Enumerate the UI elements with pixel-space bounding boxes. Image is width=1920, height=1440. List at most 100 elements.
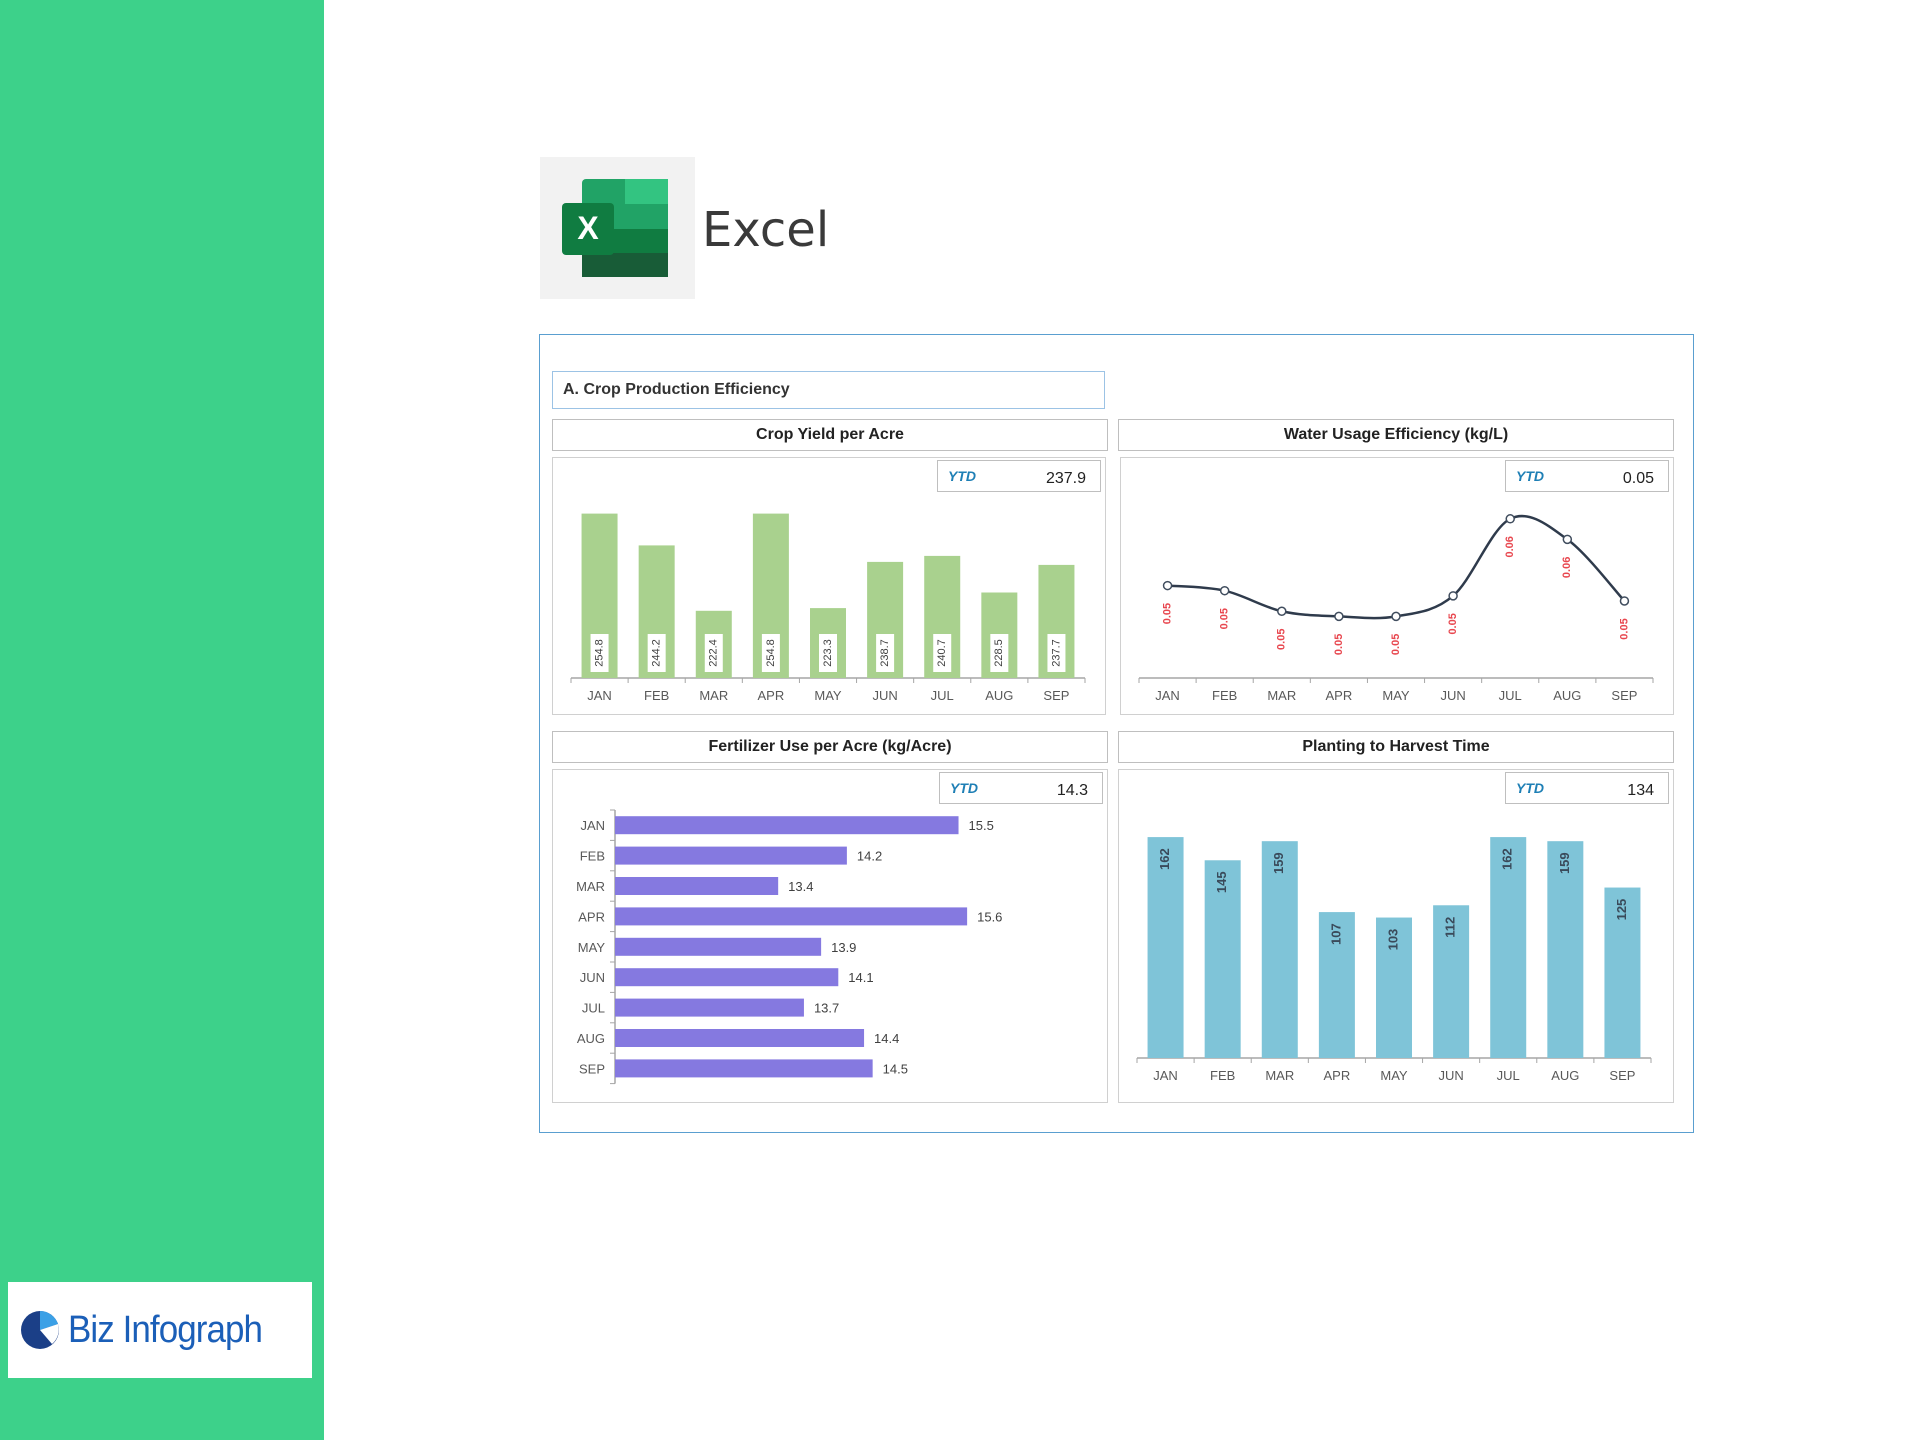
x-tick-label: JUL	[1499, 688, 1522, 703]
y-tick-label: JUN	[580, 970, 605, 985]
harvest-time-chart-title: Planting to Harvest Time	[1118, 731, 1674, 763]
series-line	[1167, 514, 1626, 620]
bar-jun	[615, 968, 839, 987]
data-label: 162	[1500, 848, 1515, 870]
x-tick-label: MAR	[1265, 1068, 1294, 1083]
data-point	[1448, 591, 1458, 601]
x-tick-label: APR	[1324, 1068, 1351, 1083]
x-tick-label: AUG	[1551, 1068, 1579, 1083]
bar-apr	[1318, 912, 1355, 1058]
bar-mar	[1261, 841, 1298, 1058]
y-tick-label: JUL	[582, 1001, 605, 1016]
x-tick-label: JUN	[1440, 688, 1465, 703]
data-label: 145	[1214, 871, 1229, 893]
data-label: 103	[1385, 929, 1400, 951]
x-tick-label: SEP	[1043, 688, 1069, 703]
x-tick-label: FEB	[1212, 688, 1237, 703]
data-point	[1562, 534, 1573, 545]
crop-yield-chart-title: Crop Yield per Acre	[552, 419, 1108, 451]
data-label: 240.7	[936, 639, 948, 667]
data-label: 237.7	[1050, 639, 1062, 667]
data-label: 14.5	[883, 1061, 908, 1076]
bar-may	[615, 937, 822, 956]
y-tick-label: SEP	[579, 1061, 605, 1076]
biz-infograph-logo: Biz Infograph	[8, 1282, 312, 1378]
bar-jul	[1490, 837, 1527, 1058]
fertilizer-chart-title: Fertilizer Use per Acre (kg/Acre)	[552, 731, 1108, 763]
y-tick-label: AUG	[577, 1031, 605, 1046]
brand-name: Biz Infograph	[68, 1308, 263, 1351]
data-label-box	[990, 634, 1009, 672]
data-label: 238.7	[879, 639, 891, 667]
ytd-label: YTD	[948, 468, 976, 484]
bar-aug	[1547, 841, 1584, 1058]
pie-logo-icon	[21, 1311, 59, 1349]
data-label-box	[819, 634, 837, 672]
data-point	[1334, 611, 1344, 622]
data-label: 13.4	[788, 879, 813, 894]
bar-may	[1376, 917, 1412, 1058]
bar-jun	[1433, 905, 1470, 1058]
data-label: 0.06	[1504, 536, 1516, 557]
bar-sep	[615, 1059, 873, 1078]
app-title: Excel	[702, 202, 830, 258]
bar-aug	[615, 1029, 865, 1047]
x-tick-label: APR	[758, 688, 785, 703]
data-label: 228.5	[993, 639, 1005, 667]
y-tick-label: APR	[578, 909, 605, 924]
data-label: 159	[1271, 852, 1286, 874]
y-tick-label: MAY	[578, 940, 606, 955]
crop-yield-chart: YTD 237.9 JAN 254.8 FEB 244.2 MAR 222.4 APR 254…	[552, 457, 1106, 715]
data-label-box	[933, 634, 952, 672]
data-label: 0.05	[1447, 613, 1459, 634]
bar-jan	[1147, 837, 1184, 1058]
x-tick-label: APR	[1326, 688, 1353, 703]
x-tick-label: MAR	[1267, 688, 1296, 703]
data-label: 14.4	[874, 1031, 899, 1046]
data-point	[1619, 596, 1630, 606]
excel-logo: X	[540, 157, 695, 299]
bar-sep	[1604, 887, 1641, 1058]
dashboard-panel: A. Crop Production Efficiency Crop Yield…	[539, 334, 1694, 1133]
data-label-box	[704, 634, 723, 672]
data-point	[1505, 514, 1515, 524]
x-tick-label: FEB	[644, 688, 669, 703]
crop-yield-plot: JAN 254.8 FEB 244.2 MAR 222.4 APR 254.8 MAY 223.3…	[570, 513, 1086, 703]
ytd-value: 134	[1627, 782, 1654, 799]
ytd-label: YTD	[1516, 468, 1544, 484]
data-label: 13.7	[814, 1001, 839, 1016]
data-label: 13.9	[831, 940, 856, 955]
harvest-time-plot: JAN 162 FEB 145 MAR 159 APR 107 MAY 103 JUN 112 JUL 1…	[1136, 837, 1652, 1083]
data-label: 222.4	[708, 639, 720, 667]
data-label: 15.5	[969, 818, 994, 833]
data-label: 244.2	[651, 639, 663, 667]
bar-jan	[615, 816, 959, 835]
fertilizer-plot: JAN 15.5 FEB 14.2 MAR 13.4 APR 15.6 MAY 13.9 JUN 14…	[576, 809, 1002, 1085]
x-tick-label: JAN	[1153, 1068, 1178, 1083]
x-tick-label: SEP	[1611, 688, 1637, 703]
harvest-time-ytd-box: YTD 134	[1505, 772, 1669, 804]
ytd-label: YTD	[950, 780, 978, 796]
data-label-box	[1047, 634, 1066, 672]
fertilizer-chart: YTD 14.3 JAN 15.5 FEB 14.2 MAR 13.4 APR 15.6 MAY…	[552, 769, 1108, 1103]
y-tick-label: FEB	[580, 849, 605, 864]
data-label: 0.05	[1276, 629, 1288, 650]
x-tick-label: JUL	[1497, 1068, 1520, 1083]
bar-feb	[615, 846, 847, 865]
fertilizer-ytd-box: YTD 14.3	[939, 772, 1103, 804]
x-tick-label: MAR	[699, 688, 728, 703]
svg-text:X: X	[577, 210, 599, 246]
x-tick-label: MAY	[1380, 1068, 1408, 1083]
x-tick-label: SEP	[1609, 1068, 1635, 1083]
data-label-box	[647, 634, 666, 672]
bar-apr	[615, 907, 968, 926]
x-tick-label: JAN	[587, 688, 612, 703]
water-usage-chart-title: Water Usage Efficiency (kg/L)	[1118, 419, 1674, 451]
data-label-box	[590, 634, 609, 672]
data-label: 15.6	[977, 909, 1002, 924]
data-label: 0.06	[1561, 557, 1573, 578]
data-label-box	[761, 634, 780, 672]
data-label: 0.05	[1618, 618, 1630, 639]
ytd-label: YTD	[1516, 780, 1544, 796]
water-usage-ytd-box: YTD 0.05	[1505, 460, 1669, 492]
